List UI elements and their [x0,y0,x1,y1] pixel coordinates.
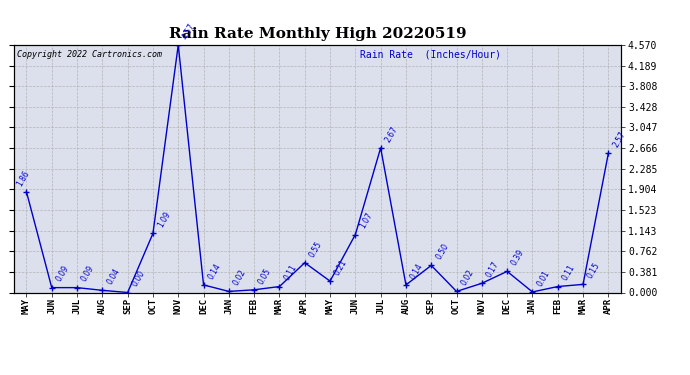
Text: 0.05: 0.05 [257,266,273,286]
Text: 0.09: 0.09 [80,264,96,284]
Text: 0.50: 0.50 [434,242,451,261]
Text: 0.15: 0.15 [586,261,602,280]
Text: 0.11: 0.11 [282,263,298,282]
Text: 1.07: 1.07 [358,211,375,230]
Title: Rain Rate Monthly High 20220519: Rain Rate Monthly High 20220519 [168,27,466,41]
Text: 0.01: 0.01 [535,268,551,288]
Text: Copyright 2022 Cartronics.com: Copyright 2022 Cartronics.com [17,50,162,59]
Text: 0.21: 0.21 [333,258,349,277]
Text: 0.14: 0.14 [206,262,223,281]
Text: 0.14: 0.14 [408,262,425,281]
Text: 0.02: 0.02 [460,268,475,287]
Text: 0.39: 0.39 [510,248,526,267]
Text: 4.57: 4.57 [181,22,197,41]
Text: 0.00: 0.00 [130,269,147,288]
Text: 0.02: 0.02 [232,268,248,287]
Text: 0.55: 0.55 [308,239,324,258]
Text: 1.09: 1.09 [156,210,172,229]
Text: 2.67: 2.67 [384,124,400,144]
Text: 0.17: 0.17 [484,260,501,279]
Text: 0.11: 0.11 [560,263,577,282]
Text: 1.86: 1.86 [15,169,32,188]
Text: 2.57: 2.57 [611,130,627,149]
Text: Rain Rate  (Inches/Hour): Rain Rate (Inches/Hour) [360,50,501,60]
Text: 0.09: 0.09 [55,264,71,284]
Text: 0.04: 0.04 [105,267,121,286]
